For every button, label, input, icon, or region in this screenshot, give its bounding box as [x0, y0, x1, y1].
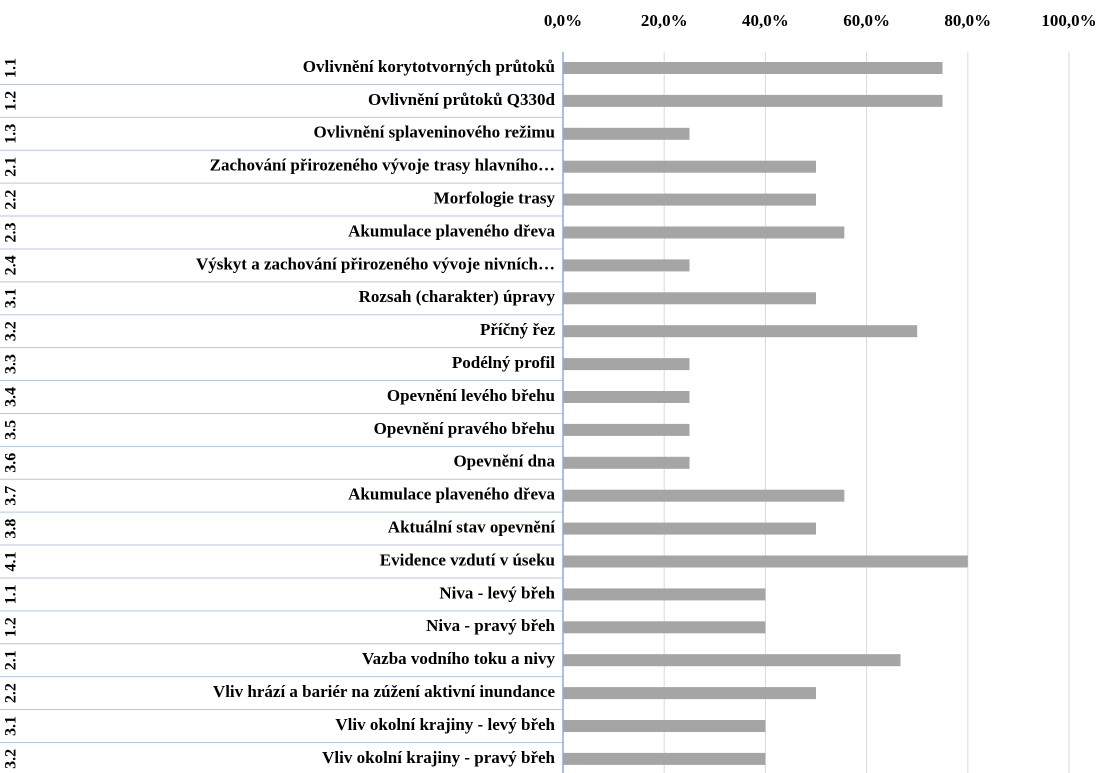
group-label-wrap: 1.2 — [3, 617, 20, 637]
bar — [563, 160, 816, 173]
group-label: 3.5 — [3, 420, 20, 440]
bar — [563, 391, 690, 403]
group-label-wrap: 3.6 — [3, 453, 20, 473]
category-label: Akumulace plaveného dřeva — [348, 221, 555, 240]
x-tick-label: 100,0% — [1041, 11, 1096, 30]
category-label: Niva - levý břeh — [439, 583, 555, 602]
category-label: Akumulace plaveného dřeva — [348, 485, 555, 504]
category-label: Niva - pravý břeh — [426, 616, 555, 635]
bar — [563, 621, 766, 634]
bar — [563, 226, 845, 239]
category-label: Evidence vzdutí v úseku — [380, 550, 555, 569]
group-label-wrap: 2.1 — [3, 157, 20, 177]
group-label: 3.2 — [3, 749, 20, 769]
category-label: Ovlivnění splaveninového režimu — [314, 123, 556, 142]
group-label: 1.2 — [3, 617, 20, 637]
group-label-wrap: 1.2 — [3, 91, 20, 111]
bar — [563, 489, 845, 502]
category-label: Vliv okolní krajiny - levý břeh — [335, 715, 555, 734]
group-label-wrap: 1.3 — [3, 124, 20, 144]
category-label: Příčný řez — [480, 320, 555, 339]
group-label: 1.1 — [3, 584, 20, 604]
group-label-wrap: 2.3 — [3, 223, 20, 243]
group-label-wrap: 1.1 — [3, 58, 20, 78]
bar — [563, 94, 943, 107]
group-label: 2.2 — [3, 190, 20, 210]
x-tick-label: 0,0% — [544, 11, 582, 30]
category-label: Opevnění levého břehu — [387, 386, 555, 405]
group-label-wrap: 3.1 — [3, 288, 20, 308]
group-label: 2.4 — [3, 255, 20, 275]
group-label-wrap: 3.5 — [3, 420, 20, 440]
group-label-wrap: 4.1 — [3, 552, 20, 572]
category-label: Aktuální stav opevnění — [388, 518, 555, 537]
bar — [563, 588, 766, 601]
category-label: Morfologie trasy — [434, 189, 556, 208]
category-label: Vliv hrází a bariér na zúžení aktivní in… — [213, 682, 556, 701]
x-tick-label: 60,0% — [843, 11, 890, 30]
bar — [563, 654, 901, 667]
group-label-wrap: 2.2 — [3, 683, 20, 703]
group-label-wrap: 3.2 — [3, 321, 20, 341]
category-label: Zachování přirozeného vývoje trasy hlavn… — [210, 156, 555, 175]
bar — [563, 720, 766, 732]
category-label: Opevnění dna — [453, 452, 555, 471]
group-label: 1.2 — [3, 91, 20, 111]
bar — [563, 259, 690, 272]
bar — [563, 62, 943, 74]
group-label-wrap: 3.1 — [3, 716, 20, 736]
bar — [563, 127, 690, 140]
group-label-wrap: 3.3 — [3, 354, 20, 374]
group-label-wrap: 2.1 — [3, 650, 20, 670]
group-label: 3.2 — [3, 321, 20, 341]
bar — [563, 752, 766, 765]
group-label: 2.2 — [3, 683, 20, 703]
bar — [563, 193, 816, 206]
category-label: Ovlivnění průtoků Q330d — [368, 90, 556, 109]
group-label: 4.1 — [3, 552, 20, 572]
group-label: 1.3 — [3, 124, 20, 144]
bar — [563, 358, 690, 371]
group-label: 2.3 — [3, 223, 20, 243]
group-label: 1.1 — [3, 58, 20, 78]
category-label: Ovlivnění korytotvorných průtoků — [303, 57, 555, 76]
x-tick-label: 20,0% — [641, 11, 688, 30]
group-label-wrap: 3.7 — [3, 486, 20, 506]
x-tick-label: 40,0% — [742, 11, 789, 30]
group-label: 3.1 — [3, 716, 20, 736]
bar — [563, 292, 816, 305]
x-tick-label: 80,0% — [944, 11, 991, 30]
bar — [563, 456, 690, 469]
bar — [563, 522, 816, 535]
category-label: Opevnění pravého břehu — [374, 419, 555, 438]
group-label-wrap: 1.1 — [3, 584, 20, 604]
group-label: 3.6 — [3, 453, 20, 473]
group-label: 3.8 — [3, 519, 20, 539]
group-label: 3.7 — [3, 486, 20, 506]
group-label: 2.1 — [3, 650, 20, 670]
group-label: 2.1 — [3, 157, 20, 177]
category-label: Rozsah (charakter) úpravy — [359, 287, 556, 306]
group-label-wrap: 2.4 — [3, 255, 20, 275]
category-label: Vazba vodního toku a nivy — [362, 649, 556, 668]
group-label: 3.3 — [3, 354, 20, 374]
category-label: Výskyt a zachování přirozeného vývoje ni… — [196, 254, 555, 273]
group-label-wrap: 3.8 — [3, 519, 20, 539]
category-label: Podélný profil — [452, 353, 555, 372]
group-label-wrap: 2.2 — [3, 190, 20, 210]
category-label: Vliv okolní krajiny - pravý břeh — [322, 748, 555, 767]
bar — [563, 687, 816, 700]
group-label-wrap: 3.2 — [3, 749, 20, 769]
group-label-wrap: 3.4 — [3, 387, 20, 407]
bar — [563, 423, 690, 436]
group-label: 3.4 — [3, 387, 20, 407]
bar — [563, 325, 918, 338]
bar — [563, 555, 968, 568]
group-label: 3.1 — [3, 288, 20, 308]
